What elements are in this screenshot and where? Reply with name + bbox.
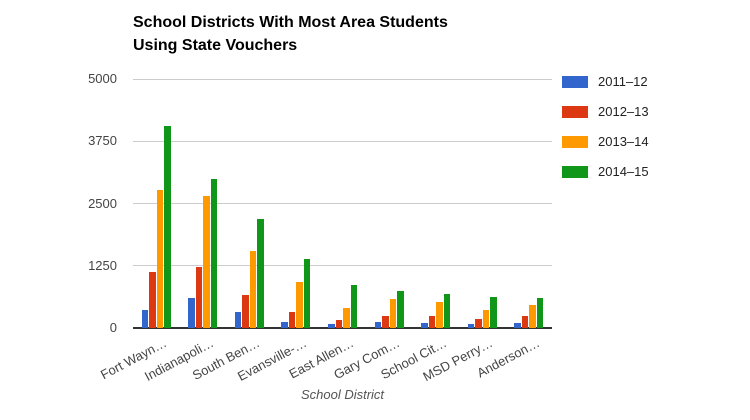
x-axis-title: School District (300, 387, 385, 402)
legend-swatch-icon (562, 166, 588, 178)
bar[interactable] (514, 323, 521, 328)
bar[interactable] (210, 178, 218, 328)
gridline (133, 140, 552, 142)
bar[interactable] (467, 324, 475, 328)
bar[interactable] (382, 315, 389, 328)
gridline (133, 265, 552, 267)
bar[interactable] (421, 323, 428, 328)
legend-label: 2013–14 (598, 134, 649, 149)
legend-swatch-icon (562, 76, 588, 88)
y-axis-tick-label: 5000 (88, 71, 117, 86)
y-axis-tick-label: 1250 (88, 257, 117, 273)
bar[interactable] (374, 322, 382, 328)
legend-label: 2014–15 (598, 164, 649, 179)
legend-label: 2011–12 (598, 74, 648, 89)
bar[interactable] (389, 299, 397, 328)
legend-label: 2012–13 (598, 104, 649, 119)
bar[interactable] (281, 322, 288, 328)
y-axis-tick-label: 3750 (88, 133, 117, 149)
x-axis-baseline (133, 327, 552, 329)
bar[interactable] (203, 196, 210, 328)
bar[interactable] (343, 308, 350, 328)
bar[interactable] (195, 267, 203, 328)
legend-swatch-icon (562, 106, 588, 118)
bar[interactable] (428, 316, 436, 328)
bar[interactable] (164, 126, 171, 328)
legend-item-2013-14: 2013–14 (562, 133, 649, 151)
bar[interactable] (436, 301, 443, 328)
bar[interactable] (234, 311, 242, 328)
legend-swatch-icon (562, 136, 588, 148)
legend-item-2011-12: 2011–12 (562, 73, 649, 91)
bar[interactable] (529, 304, 536, 328)
y-axis-tick-label: 2500 (88, 195, 117, 211)
bar[interactable] (249, 251, 257, 328)
bar[interactable] (328, 323, 335, 328)
gridline (133, 203, 552, 204)
bar[interactable] (257, 218, 264, 328)
chart-title: School Districts With Most Area Students… (133, 11, 563, 57)
legend: 2011–12 2012–13 2013–14 2014–15 (562, 73, 649, 193)
bar[interactable] (536, 298, 544, 328)
bar[interactable] (242, 295, 249, 328)
bar[interactable] (335, 320, 342, 328)
bar[interactable] (188, 297, 195, 328)
gridline (133, 78, 552, 80)
chart-title-line2: Using State Vouchers (133, 37, 298, 54)
y-axis-tick-label: 0 (109, 320, 117, 335)
bar[interactable] (397, 291, 404, 328)
bar[interactable] (350, 284, 357, 328)
bar[interactable] (482, 310, 490, 328)
bar[interactable] (303, 258, 311, 328)
bar[interactable] (443, 294, 451, 328)
bar[interactable] (156, 189, 164, 328)
legend-item-2012-13: 2012–13 (562, 103, 649, 121)
legend-item-2014-15: 2014–15 (562, 163, 649, 181)
bar[interactable] (296, 282, 303, 328)
bar[interactable] (141, 309, 149, 328)
bar[interactable] (521, 316, 529, 328)
bar[interactable] (475, 318, 482, 328)
chart-title-line1: School Districts With Most Area Students (133, 14, 448, 31)
bar[interactable] (149, 271, 156, 328)
bar[interactable] (288, 311, 296, 328)
bar[interactable] (490, 297, 497, 328)
